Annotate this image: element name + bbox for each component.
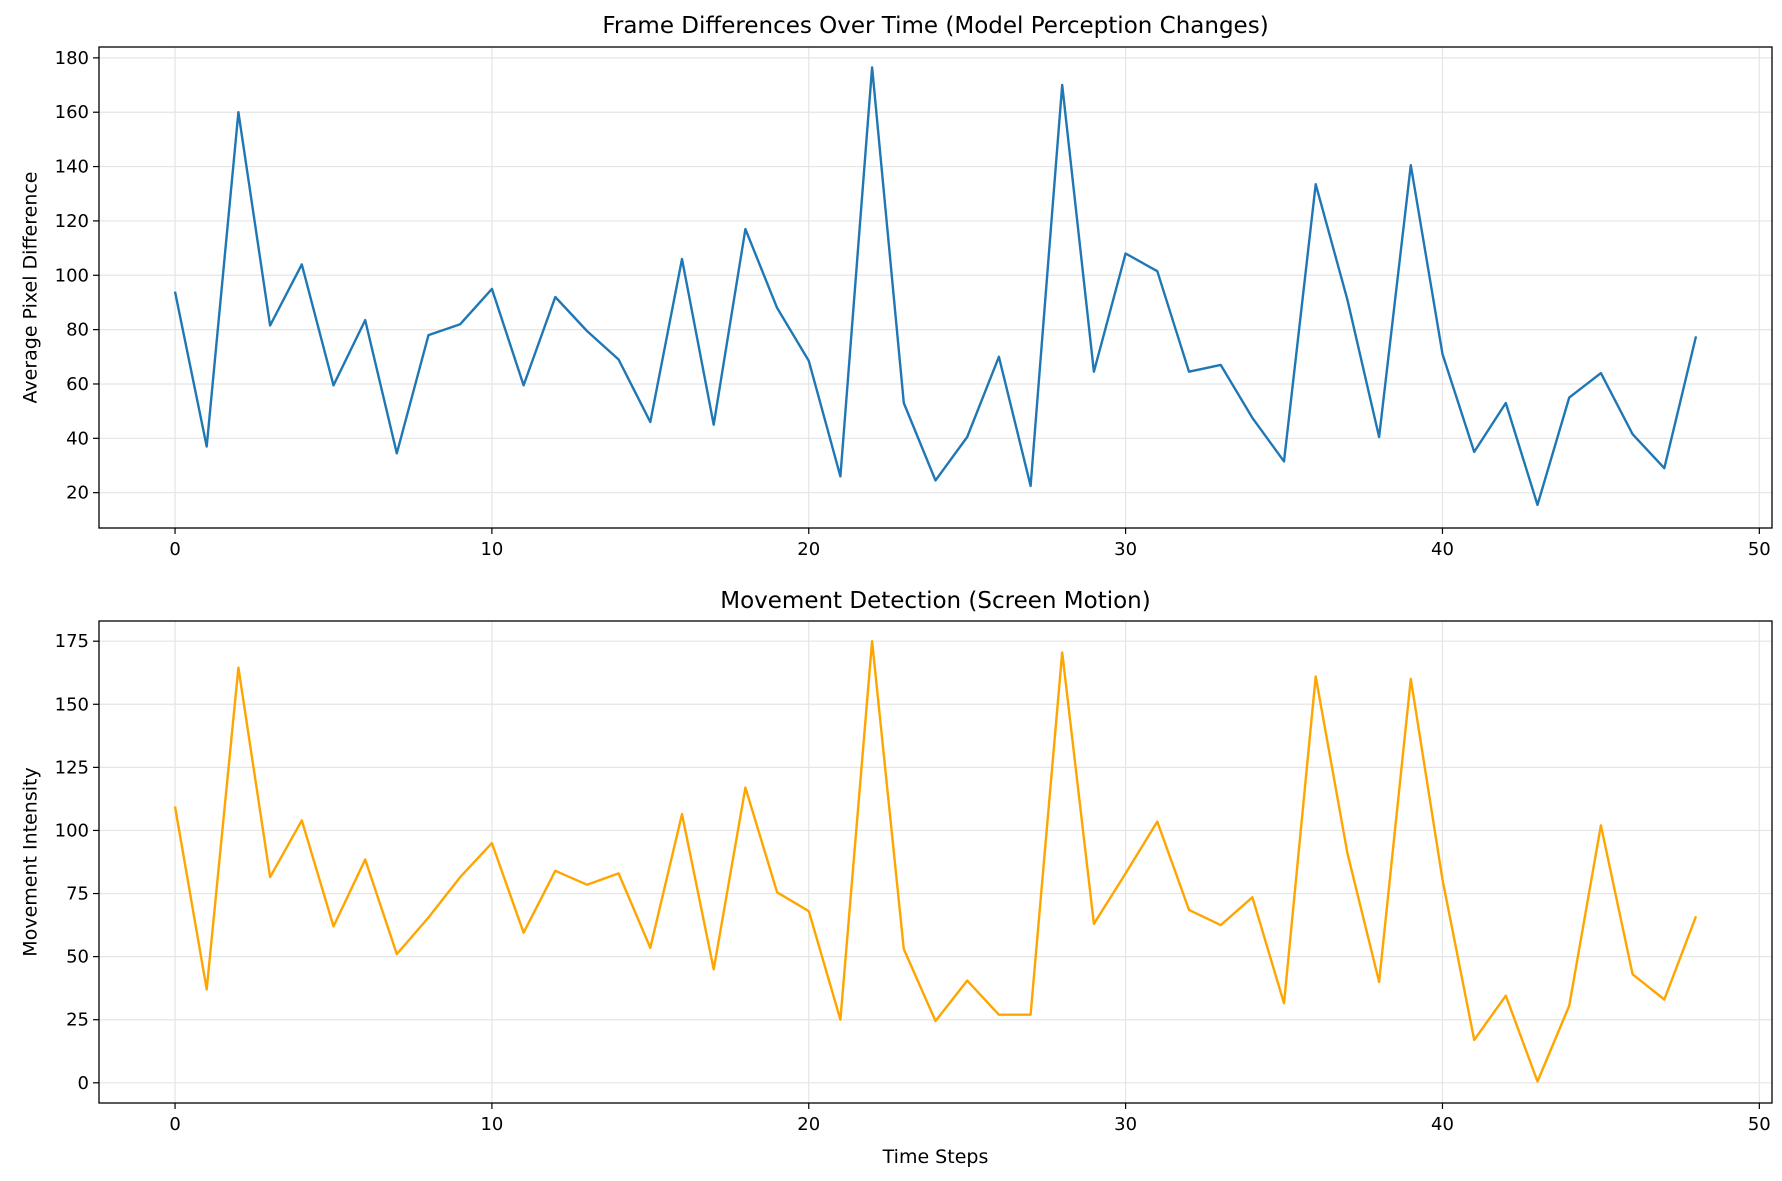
y-tick-label: 20 (66, 483, 89, 504)
y-tick-label: 125 (55, 757, 89, 778)
y-tick-label: 25 (66, 1010, 89, 1031)
chart-2-y-ticks: 0 25 50 75 100 125 150 175 (55, 631, 99, 1094)
chart-2-x-axis-label: Time Steps (882, 1146, 989, 1168)
y-tick-label: 80 (66, 320, 89, 341)
y-tick-label: 40 (66, 428, 89, 449)
chart-1-y-axis-label: Average Pixel Difference (20, 172, 42, 404)
chart-movement-detection: 0 10 20 30 40 50 0 25 50 75 100 125 150 175 Movement… (20, 588, 1773, 1168)
x-tick-label: 0 (169, 1114, 180, 1135)
x-tick-label: 20 (797, 1114, 820, 1135)
chart-1-series-line (173, 66, 1698, 507)
x-tick-label: 40 (1431, 539, 1454, 560)
x-tick-label: 0 (169, 539, 180, 560)
y-tick-label: 140 (55, 157, 89, 178)
y-tick-label: 120 (55, 211, 89, 232)
x-tick-label: 30 (1114, 1114, 1137, 1135)
chart-1-title: Frame Differences Over Time (Model Perce… (602, 13, 1268, 39)
x-tick-label: 30 (1114, 539, 1137, 560)
x-tick-label: 50 (1748, 1114, 1771, 1135)
x-tick-label: 10 (480, 539, 503, 560)
y-tick-label: 160 (55, 102, 89, 123)
y-tick-label: 180 (55, 48, 89, 69)
chart-2-title: Movement Detection (Screen Motion) (720, 588, 1151, 614)
chart-1-x-ticks: 0 10 20 30 40 50 (169, 528, 1771, 560)
x-tick-label: 20 (797, 539, 820, 560)
chart-1-axes-frame (98, 46, 1773, 529)
y-tick-label: 50 (66, 947, 89, 968)
chart-2-x-ticks: 0 10 20 30 40 50 (169, 1103, 1771, 1135)
chart-1-grid (99, 47, 1772, 528)
y-tick-label: 100 (55, 820, 89, 841)
y-tick-label: 100 (55, 265, 89, 286)
y-tick-label: 175 (55, 631, 89, 652)
y-tick-label: 0 (78, 1073, 89, 1094)
chart-frame-differences: 0 10 20 30 40 50 20 40 60 80 100 120 140 160 180 Fram… (20, 13, 1773, 560)
y-tick-label: 60 (66, 374, 89, 395)
chart-2-series-line (173, 640, 1698, 1083)
chart-2-y-axis-label: Movement Intensity (20, 767, 42, 956)
x-tick-label: 50 (1748, 539, 1771, 560)
y-tick-label: 75 (66, 884, 89, 905)
x-tick-label: 40 (1431, 1114, 1454, 1135)
x-tick-label: 10 (480, 1114, 503, 1135)
chart-1-y-ticks: 20 40 60 80 100 120 140 160 180 (55, 48, 99, 504)
chart-2-axes-frame (98, 620, 1773, 1104)
y-tick-label: 150 (55, 694, 89, 715)
